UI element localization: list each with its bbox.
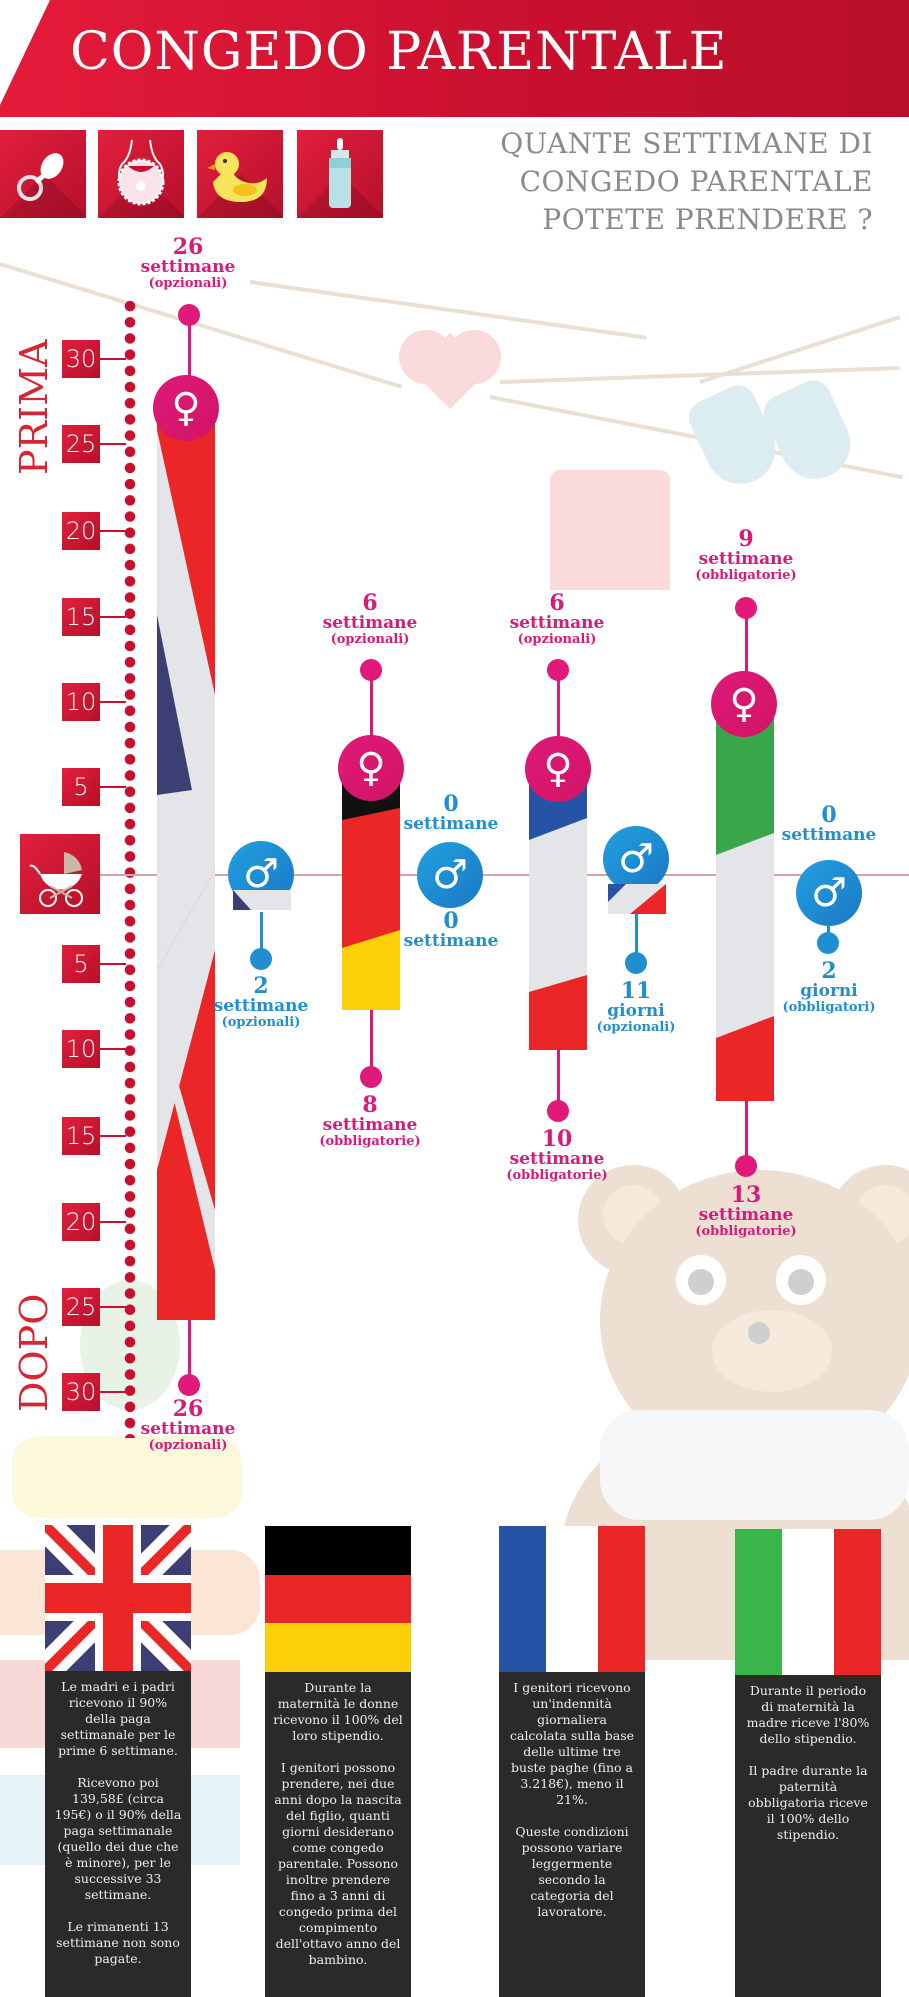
de-mother-bar xyxy=(342,770,400,1010)
fr-flag xyxy=(499,1526,645,1672)
uk-info-card: Le madri e i padri ricevono il 90% della… xyxy=(45,1671,191,1997)
de-info-card: Durante la maternità le donne ricevono i… xyxy=(265,1672,411,1997)
bottle-tile xyxy=(297,130,383,218)
female-symbol-icon: ♀ xyxy=(153,375,219,441)
stroller-icon xyxy=(29,852,83,907)
tick-after-15: 15 xyxy=(62,1117,100,1155)
fr-mother-before-label: 6 settimane (opzionali) xyxy=(509,590,605,647)
de-father-after-label: 0 settimane xyxy=(403,908,499,952)
fr-father-after-label: 11 giorni (opzionali) xyxy=(596,978,676,1035)
uk-father-mini-flag xyxy=(233,890,291,910)
tick-after-30: 30 xyxy=(62,1373,100,1411)
bow-tie-decor xyxy=(600,1410,909,1520)
female-symbol-icon: ♀ xyxy=(711,671,777,737)
male-symbol-icon: ♂ xyxy=(603,826,669,892)
fr-mother-after-label: 10 settimane (obbligatorie) xyxy=(506,1126,608,1183)
rubber-duck-icon xyxy=(207,152,267,202)
tick-before-25: 25 xyxy=(62,425,100,463)
uk-mother-before-label: 26 settimane (opzionali) xyxy=(140,234,236,291)
socks-decor xyxy=(683,379,787,496)
de-mother-after-label: 8 settimane (obbligatorie) xyxy=(319,1092,421,1149)
it-father-after-label: 2 giorni (obbligatori) xyxy=(782,958,876,1015)
tick-after-5: 5 xyxy=(62,945,100,983)
uk-mother-bar xyxy=(157,410,215,1320)
page-subtitle: QUANTE SETTIMANE DI CONGEDO PARENTALE PO… xyxy=(500,127,873,236)
it-mother-after-label: 13 settimane (obbligatorie) xyxy=(695,1182,797,1239)
uk-mother-after-label: 26 settimane (opzionali) xyxy=(140,1396,236,1453)
tick-after-20: 20 xyxy=(62,1203,100,1241)
tick-before-15: 15 xyxy=(62,598,100,636)
it-father-before-label: 0 settimane xyxy=(781,802,877,846)
tick-before-20: 20 xyxy=(62,512,100,550)
it-mother-bar xyxy=(716,718,774,1101)
fr-father-mini-flag xyxy=(608,884,666,914)
female-symbol-icon: ♀ xyxy=(525,736,591,802)
tick-before-5: 5 xyxy=(62,768,100,806)
heart-decor xyxy=(395,330,505,430)
timeline-dots xyxy=(124,298,136,1438)
uk-father-after-label: 2 settimane (opzionali) xyxy=(213,973,309,1030)
tick-before-30: 30 xyxy=(62,340,100,378)
uk-flag xyxy=(45,1525,191,1671)
page-title: CONGEDO PARENTALE xyxy=(70,22,728,82)
de-father-before-label: 0 settimane xyxy=(403,791,499,835)
tick-before-10: 10 xyxy=(62,683,100,721)
it-mother-before-label: 9 settimane (obbligatorie) xyxy=(695,526,797,583)
male-symbol-icon: ♂ xyxy=(796,860,862,926)
bear-ear xyxy=(830,1165,909,1275)
de-mother-before-label: 6 settimane (opzionali) xyxy=(322,590,418,647)
fr-info-card: I genitori ricevono un'indennità giornal… xyxy=(499,1672,645,1997)
title-banner xyxy=(0,0,909,117)
bib-tile xyxy=(98,130,184,218)
pacifier-tile xyxy=(0,130,86,218)
tick-after-10: 10 xyxy=(62,1030,100,1068)
axis-label-after: DOPO xyxy=(12,1293,56,1412)
onesie-decor xyxy=(550,470,670,590)
duck-tile xyxy=(197,130,283,218)
pacifier-icon xyxy=(17,153,64,201)
stroller-tile xyxy=(20,834,100,914)
it-flag xyxy=(735,1529,881,1675)
tick-after-25: 25 xyxy=(62,1288,100,1326)
socks-decor xyxy=(758,374,862,491)
bib-icon xyxy=(117,139,165,206)
female-symbol-icon: ♀ xyxy=(338,735,404,801)
male-symbol-icon: ♂ xyxy=(417,842,483,908)
it-info-card: Durante il periodo di maternità la madre… xyxy=(735,1675,881,1997)
axis-label-before: PRIMA xyxy=(12,339,56,475)
baby-bottle-icon xyxy=(329,138,351,208)
de-flag xyxy=(265,1526,411,1672)
